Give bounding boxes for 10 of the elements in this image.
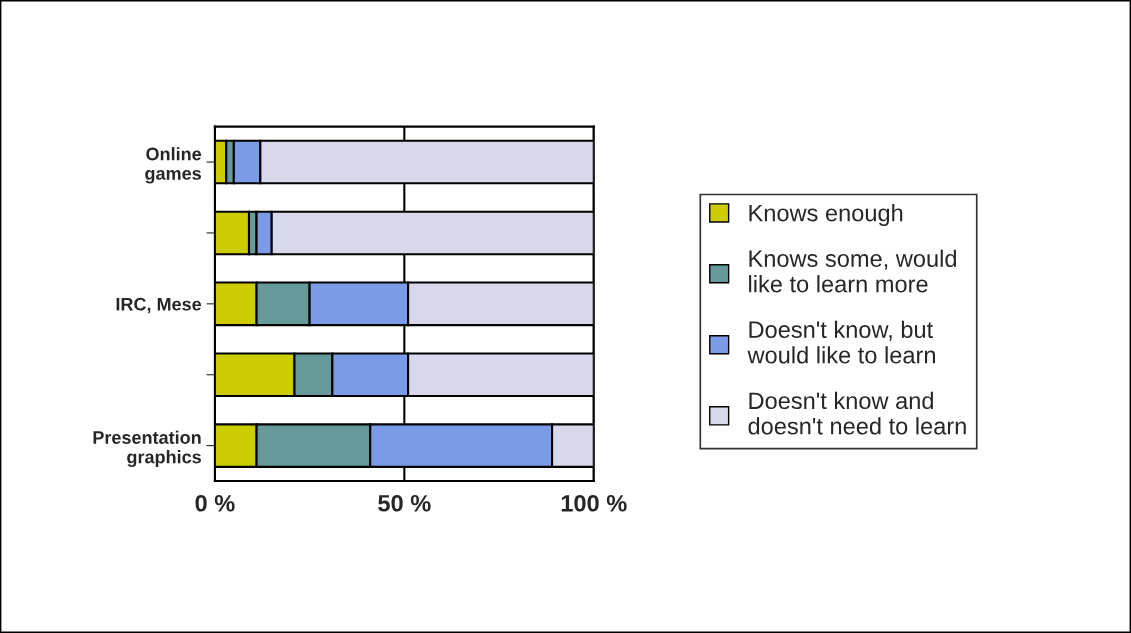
y-tick-label: Presentation graphics — [93, 430, 201, 468]
y-tick-label: Online games — [145, 147, 202, 184]
x-tick-label: 0 % — [195, 494, 235, 512]
legend-label: Knows enough — [749, 204, 903, 227]
x-tick-label: 100 % — [561, 494, 627, 512]
x-tick-label: 50 % — [378, 494, 431, 512]
legend-label: Doesn't know and doesn't need to learn — [748, 391, 966, 435]
y-tick-label: IRC, Mese — [116, 297, 202, 314]
legend-label: Doesn't know, but would like to learn — [747, 320, 935, 364]
legend-label: Knows some, would like to learn more — [749, 249, 956, 293]
